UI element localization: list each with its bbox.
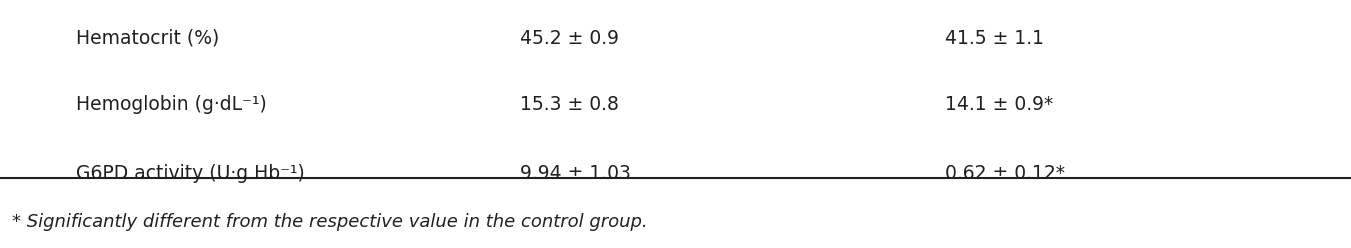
Text: 45.2 ± 0.9: 45.2 ± 0.9 [520,29,620,48]
Text: 41.5 ± 1.1: 41.5 ± 1.1 [946,29,1044,48]
Text: G6PD activity (U·g Hb⁻¹): G6PD activity (U·g Hb⁻¹) [76,163,304,183]
Text: Hemoglobin (g·dL⁻¹): Hemoglobin (g·dL⁻¹) [76,95,266,114]
Text: 9.94 ± 1.03: 9.94 ± 1.03 [520,163,631,183]
Text: 15.3 ± 0.8: 15.3 ± 0.8 [520,95,619,114]
Text: * Significantly different from the respective value in the control group.: * Significantly different from the respe… [12,213,647,231]
Text: 14.1 ± 0.9*: 14.1 ± 0.9* [946,95,1054,114]
Text: 0.62 ± 0.12*: 0.62 ± 0.12* [946,163,1065,183]
Text: Hematocrit (%): Hematocrit (%) [76,29,219,48]
